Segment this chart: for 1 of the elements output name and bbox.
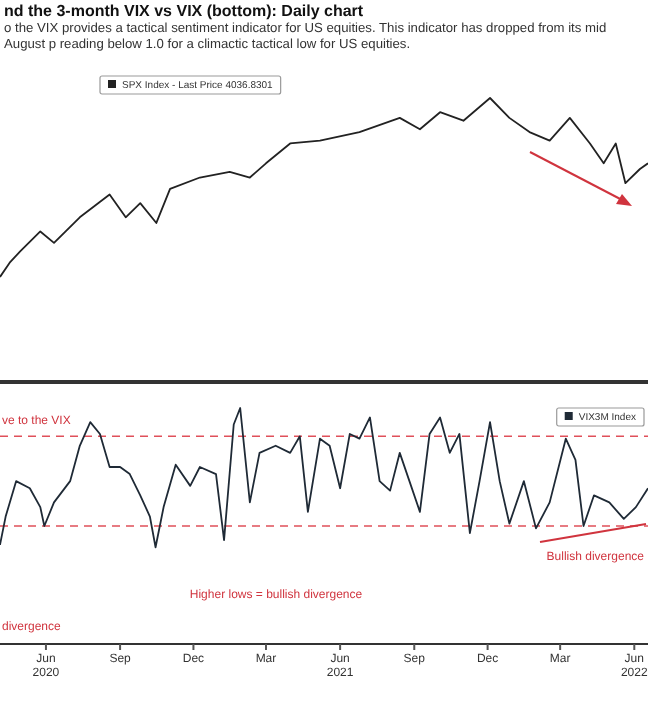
chart-title: nd the 3-month VIX vs VIX (bottom): Daily chart — [4, 2, 366, 22]
